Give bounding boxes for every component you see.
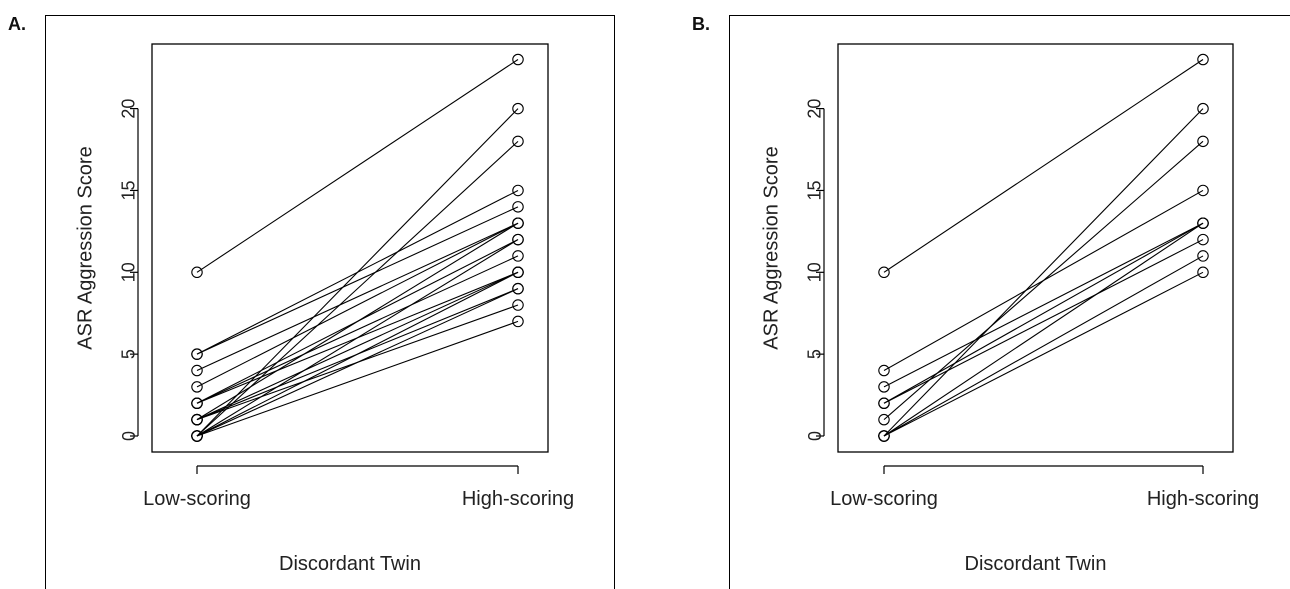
x-category-label: High-scoring [1147, 488, 1259, 510]
twin-pair-line [883, 222, 1204, 404]
data-point [512, 233, 524, 246]
data-point [191, 430, 203, 442]
twin-pair-line [196, 320, 519, 437]
data-point [512, 184, 524, 197]
data-point [512, 299, 524, 311]
data-point [512, 315, 524, 328]
x-axis-title: Discordant Twin [279, 553, 421, 575]
data-point [1197, 250, 1209, 262]
data-point [878, 430, 890, 442]
twin-pair-line [196, 189, 519, 355]
y-tick-label: 0 [119, 431, 139, 441]
twin-pair-line [196, 206, 519, 355]
y-tick-label: 5 [805, 349, 825, 359]
twin-pair-line [883, 222, 1204, 388]
y-tick-label: 10 [119, 262, 139, 282]
twin-pair-line [196, 222, 519, 421]
y-tick-label: 0 [805, 431, 825, 441]
y-tick-label: 15 [805, 180, 825, 200]
panel-label-b: B. [692, 14, 710, 34]
data-point [191, 348, 203, 360]
data-point [1197, 102, 1209, 115]
twin-pair-line [196, 288, 519, 421]
twin-pair-line [883, 108, 1204, 437]
twin-pair-line [196, 222, 519, 388]
data-point [878, 413, 890, 426]
panel-frame-a [45, 15, 615, 589]
data-point [512, 53, 524, 66]
twin-pair-line [883, 222, 1204, 437]
twin-pair-line [196, 271, 519, 404]
twin-pair-line [883, 59, 1204, 273]
twin-pair-line [196, 255, 519, 404]
panel-frame-b [729, 15, 1290, 589]
y-axis-title: ASR Aggression Score [74, 146, 96, 349]
plot-box [837, 43, 1234, 453]
data-point [191, 413, 203, 426]
plot-group-b: 0 5 10 15 20 Low-scoring High-scoring Discordan… [760, 43, 1259, 575]
y-tick-label: 10 [805, 262, 825, 282]
twin-pair-line [196, 304, 519, 421]
data-point [1197, 135, 1209, 148]
data-point [191, 266, 203, 279]
plot-box [151, 43, 549, 453]
twin-pair-line [196, 222, 519, 372]
data-point [1197, 53, 1209, 66]
y-tick-label: 20 [119, 99, 139, 119]
x-category-label: Low-scoring [143, 488, 251, 510]
y-tick-label: 20 [805, 99, 825, 119]
y-axis-title: ASR Aggression Score [760, 146, 782, 349]
twin-pair-line [196, 271, 519, 421]
data-point [878, 381, 890, 393]
plot-group-a: 0 5 10 15 20 Low-scoring High-scoring Discordan… [74, 43, 574, 575]
data-point [512, 217, 524, 229]
data-point [512, 250, 524, 262]
data-point [191, 381, 203, 393]
x-category-label: High-scoring [462, 488, 574, 510]
x-category-label: Low-scoring [830, 488, 938, 510]
data-point [878, 397, 890, 410]
data-point [878, 266, 890, 279]
data-point [1197, 217, 1209, 229]
data-point [191, 397, 203, 410]
data-point [512, 135, 524, 148]
data-point [512, 102, 524, 115]
twin-pair-line [196, 59, 519, 273]
twin-pair-line [883, 271, 1204, 437]
y-tick-label: 15 [119, 180, 139, 200]
data-point [878, 364, 890, 377]
x-axis-title: Discordant Twin [965, 553, 1107, 575]
twin-pair-line [883, 239, 1204, 404]
data-point [512, 282, 524, 295]
data-point [1197, 266, 1209, 279]
panel-label-a: A. [8, 14, 26, 34]
data-point [512, 201, 524, 213]
twin-pair-line [883, 189, 1204, 372]
data-point [191, 364, 203, 377]
data-point [1197, 233, 1209, 246]
y-tick-label: 5 [119, 349, 139, 359]
data-point [1197, 184, 1209, 197]
data-point [512, 266, 524, 279]
twin-pair-line [883, 255, 1204, 437]
